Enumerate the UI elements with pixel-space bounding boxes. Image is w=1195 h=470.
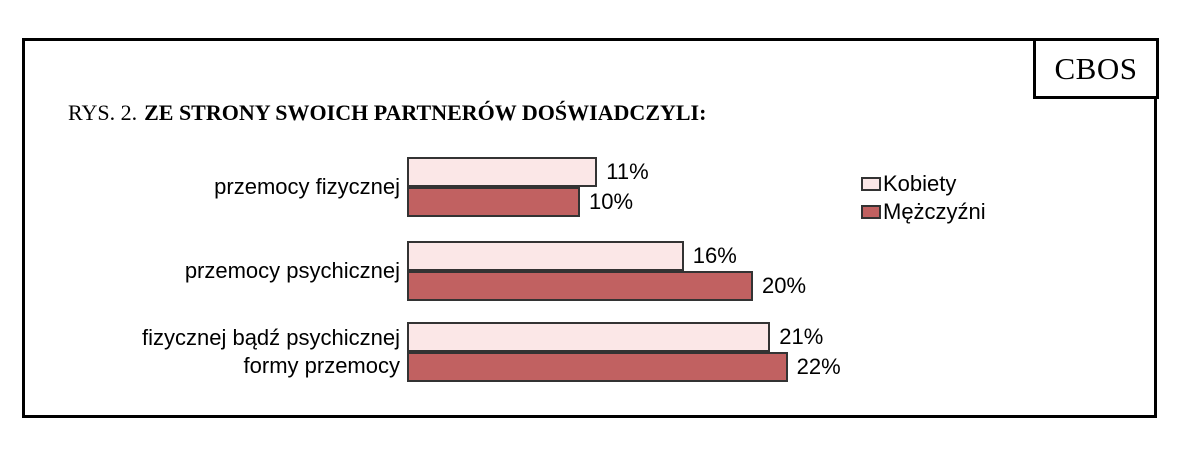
category-label: przemocy psychicznej: [184, 258, 400, 283]
category-label: fizycznej bądź psychicznej formy przemoc…: [141, 325, 400, 378]
legend-swatch-mezczyzni: [861, 205, 881, 219]
legend-row: Mężczyźni: [861, 198, 986, 226]
cbos-logo-text: CBOS: [1054, 50, 1138, 86]
cbos-logo: CBOS: [1033, 38, 1159, 99]
figure-title: RYS. 2. ZE STRONY SWOICH PARTNERÓW DOŚWIA…: [68, 100, 706, 125]
bar-value-label: 21%: [779, 324, 824, 349]
bar-segment: [407, 241, 684, 271]
bar-value-label: 22%: [796, 354, 841, 379]
bar-segment: [407, 271, 753, 301]
bar-value-label: 16%: [692, 243, 737, 268]
bar-value-label: 10%: [589, 189, 634, 214]
figure-number-label: RYS. 2.: [68, 100, 138, 125]
bar-segment: [407, 322, 771, 352]
figure-title-text: ZE STRONY SWOICH PARTNERÓW DOŚWIADCZYLI:: [144, 100, 707, 125]
legend: Kobiety Mężczyźni: [861, 170, 986, 226]
bar-segment: [407, 157, 598, 187]
bar-segment: [407, 187, 580, 217]
bar-segment: [407, 352, 788, 382]
legend-swatch-kobiety: [861, 177, 881, 191]
legend-label-kobiety: Kobiety: [883, 171, 957, 196]
bar-value-label: 20%: [762, 273, 807, 298]
category-label: przemocy fizycznej: [214, 174, 400, 199]
bar-value-label: 11%: [606, 159, 649, 184]
legend-row: Kobiety: [861, 170, 986, 198]
legend-label-mezczyzni: Mężczyźni: [883, 199, 986, 224]
